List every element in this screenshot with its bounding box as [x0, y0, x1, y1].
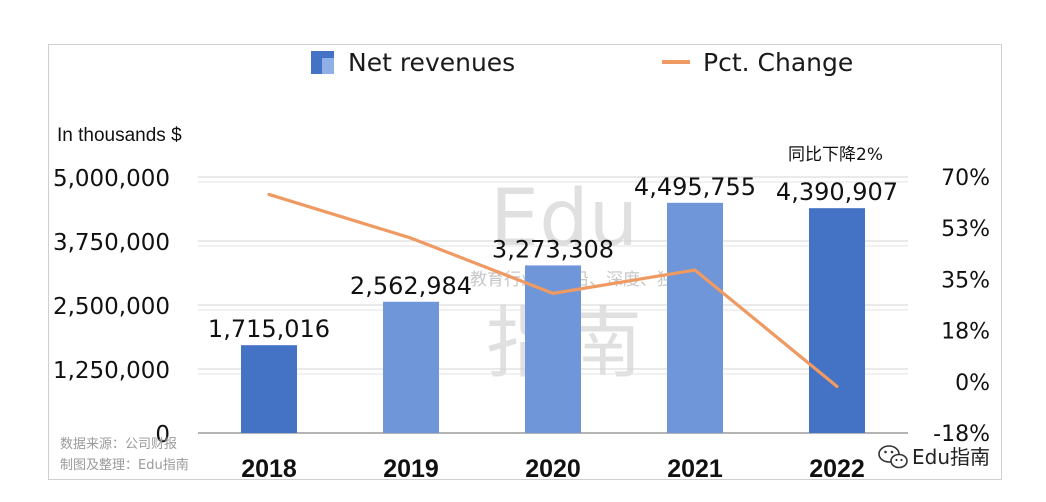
y2-tick-label: -18% — [933, 422, 990, 447]
legend-label-pct-change: Pct. Change — [703, 48, 853, 77]
x-tick-label: 2020 — [525, 455, 581, 483]
y-tick-label: 2,500,000 — [53, 294, 170, 320]
data-labels: 1,715,016 2,562,984 3,273,308 4,495,755 4,39… — [208, 173, 898, 343]
y-axis-unit-label: In thousands $ — [57, 125, 182, 146]
pct-change-point — [551, 291, 555, 295]
bar-value-label: 2,562,984 — [350, 272, 472, 300]
y2-tick-label: 70% — [941, 166, 990, 191]
y2-tick-label: 35% — [941, 268, 990, 293]
bar — [667, 202, 723, 433]
y-axis-left: 0 1,250,000 2,500,000 3,750,000 5,000,000 — [53, 166, 170, 448]
brand-label: Edu指南 — [912, 445, 990, 469]
bar-value-label: 3,273,308 — [492, 235, 614, 263]
y-tick-label: 3,750,000 — [53, 230, 170, 256]
x-tick-label: 2022 — [809, 455, 865, 483]
pct-change-point — [267, 192, 271, 197]
bar — [383, 301, 439, 433]
legend: Net revenues Pct. Change — [311, 48, 853, 77]
bar — [809, 208, 865, 433]
source-line-2: 制图及整理：Edu指南 — [60, 457, 189, 473]
x-tick-label: 2019 — [383, 455, 439, 483]
brand-badge: Edu指南 — [878, 445, 990, 469]
legend-swatch-highlight — [322, 58, 334, 74]
x-tick-label: 2021 — [667, 455, 723, 483]
y-tick-label: 5,000,000 — [53, 166, 170, 192]
y-axis-right: -18% 0% 18% 35% 53% 70% — [933, 166, 990, 447]
legend-label-net-revenues: Net revenues — [348, 48, 515, 77]
chart-frame — [48, 44, 1002, 480]
pct-change-point — [835, 384, 839, 389]
y2-tick-label: 0% — [955, 371, 990, 396]
y-tick-label: 0 — [155, 422, 170, 448]
source-note: 数据来源：公司财报 制图及整理：Edu指南 — [60, 437, 189, 473]
pct-change-point — [693, 268, 697, 272]
x-tick-label: 2018 — [241, 455, 297, 483]
yoy-annotation: 同比下降2% — [788, 145, 883, 165]
bar-value-label: 4,390,907 — [776, 178, 898, 206]
watermark-edu: Edu — [490, 174, 638, 264]
y-tick-label: 1,250,000 — [53, 358, 170, 384]
bar-value-label: 4,495,755 — [634, 173, 756, 201]
y2-tick-label: 53% — [941, 217, 990, 242]
pct-change-point — [409, 236, 413, 240]
bar — [241, 345, 297, 433]
bar-value-label: 1,715,016 — [208, 315, 330, 343]
x-axis: 2018 2019 2020 2021 2022 — [241, 455, 865, 483]
pct-change-series — [267, 192, 839, 389]
y2-tick-label: 18% — [941, 320, 990, 345]
source-line-1: 数据来源：公司财报 — [60, 437, 177, 452]
wechat-icon — [878, 445, 908, 469]
